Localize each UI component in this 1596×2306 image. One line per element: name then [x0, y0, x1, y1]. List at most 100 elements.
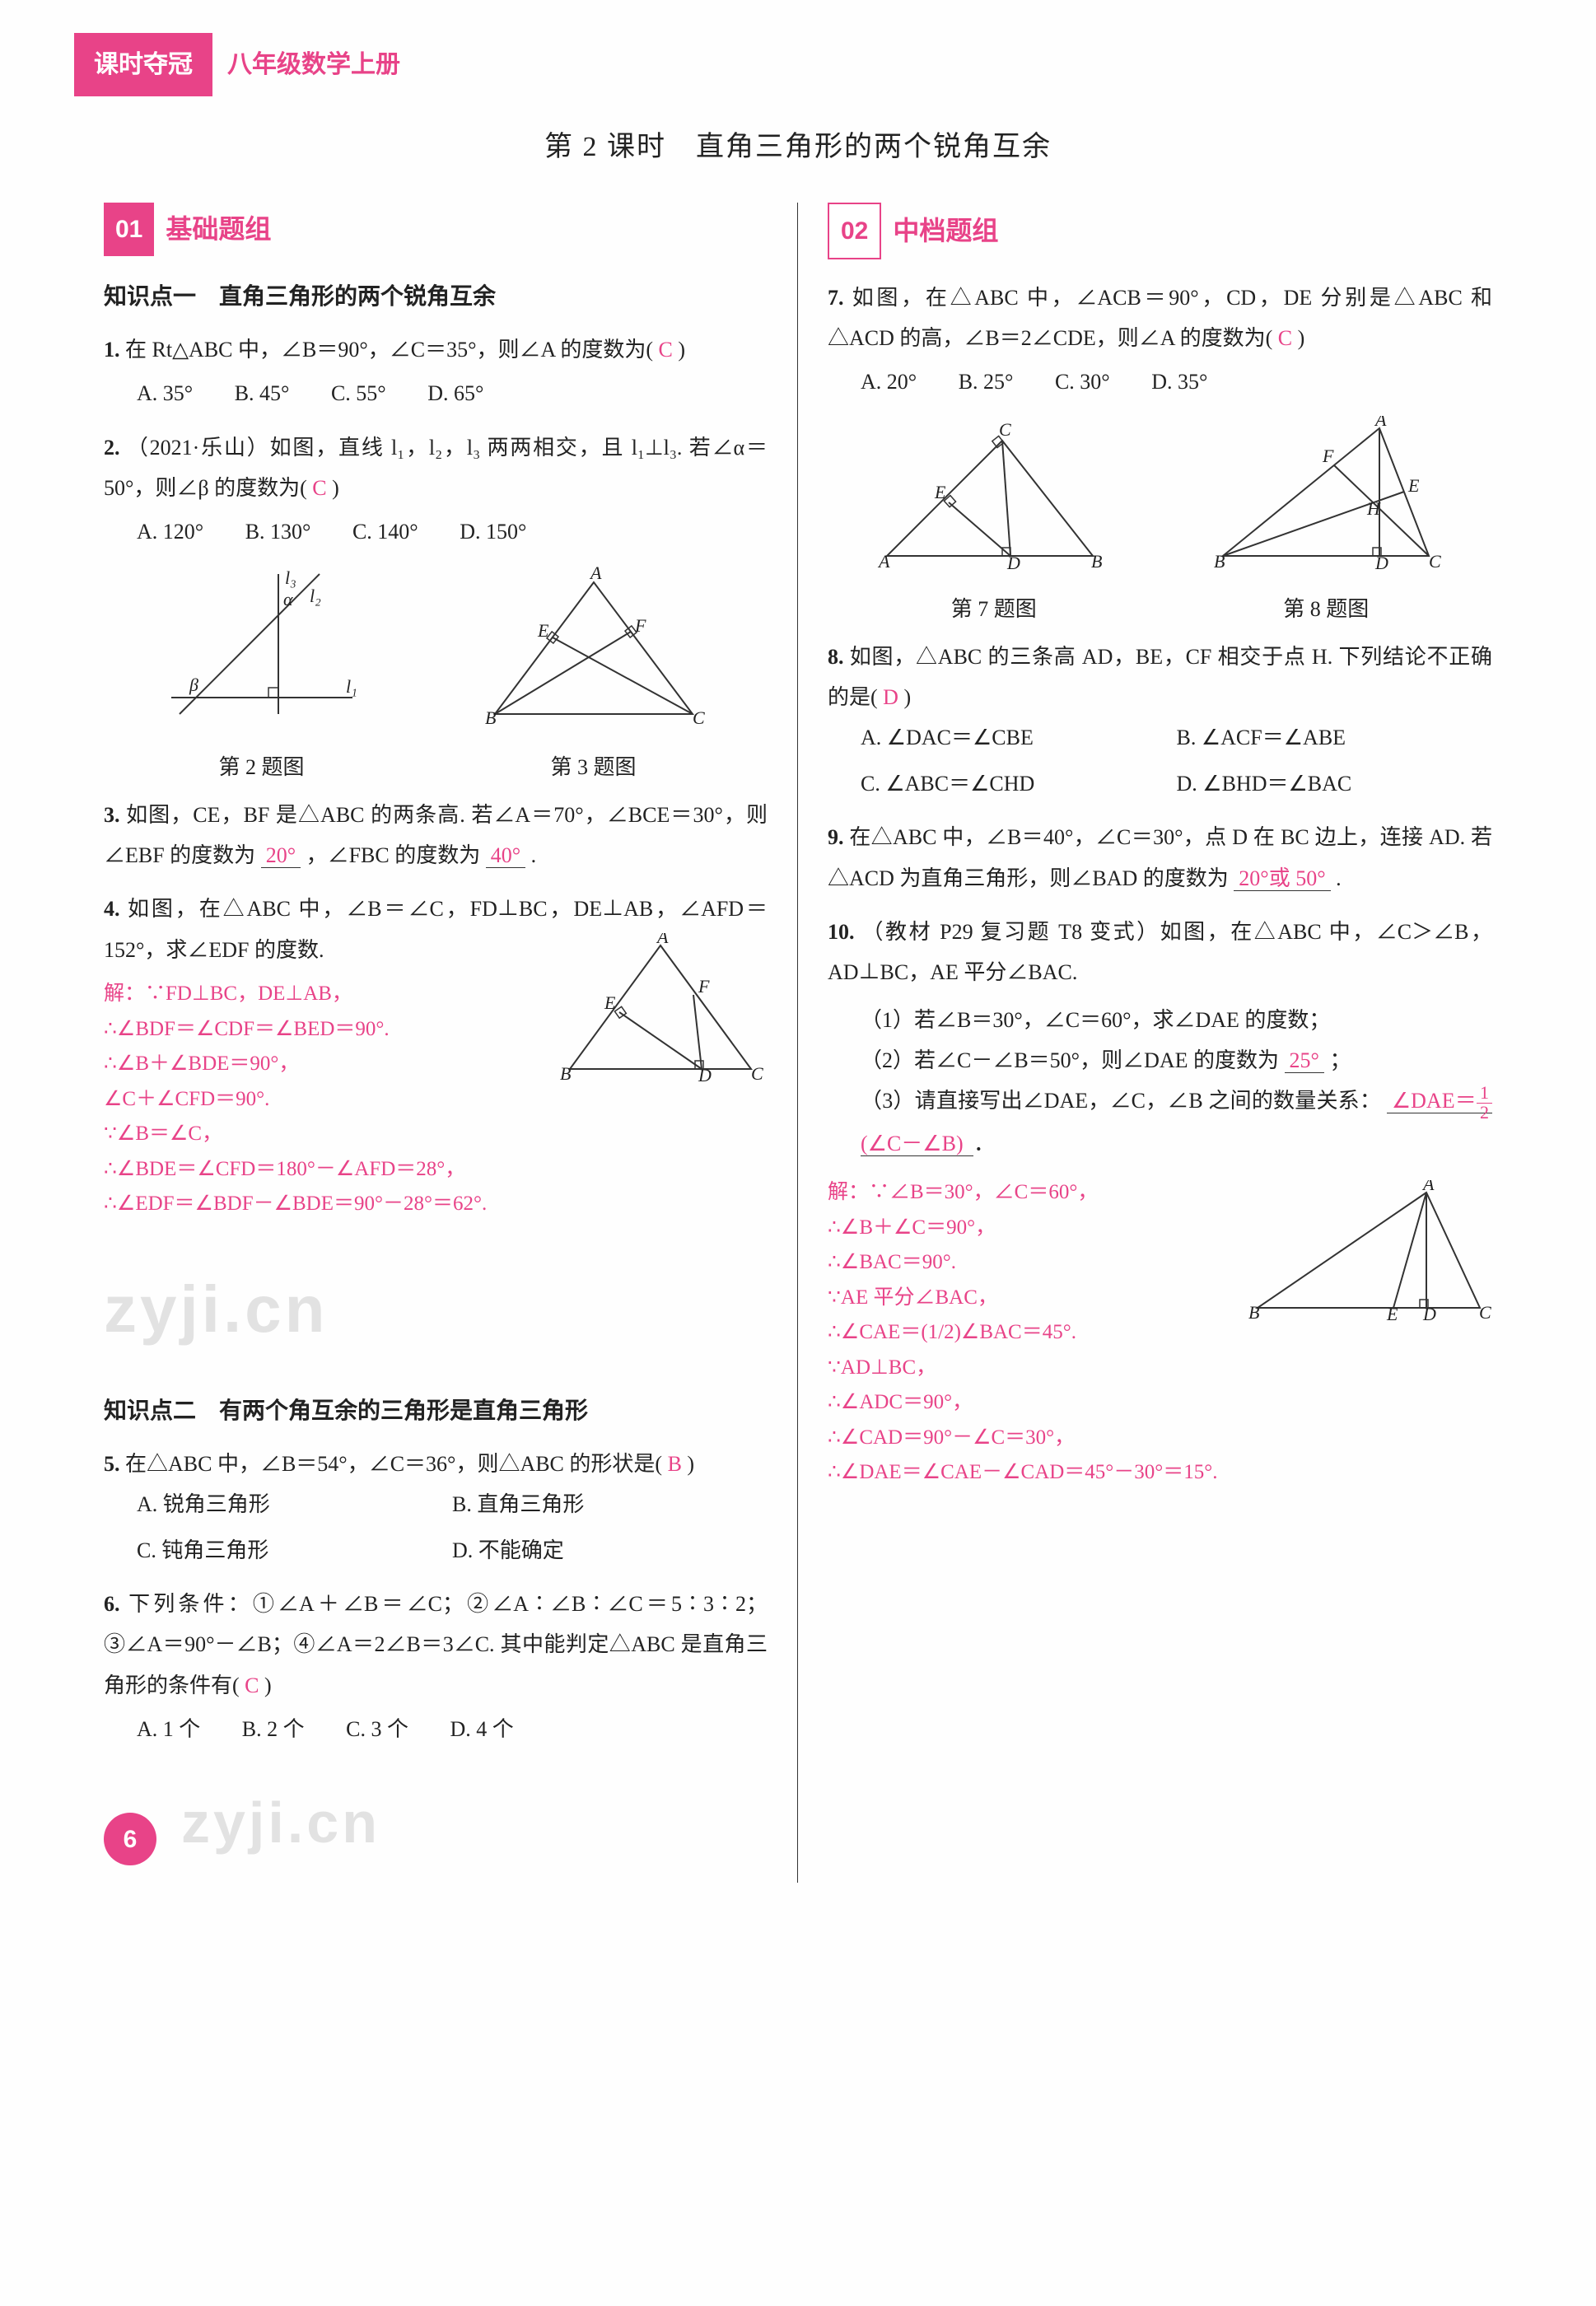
q1-opt-b: B. 45° — [235, 373, 290, 413]
q1-text: 在 Rt△ABC 中，∠B＝90°，∠C＝35°，则∠A 的度数为( — [125, 338, 659, 362]
q6-num: 6. — [104, 1592, 120, 1616]
knowledge-point-1: 知识点一 直角三角形的两个锐角互余 — [104, 274, 768, 318]
q6-opt-d: D. 4 个 — [450, 1709, 513, 1749]
svg-text:E: E — [604, 992, 616, 1013]
svg-text:B: B — [1091, 551, 1102, 572]
svg-text:C: C — [693, 707, 705, 728]
svg-text:F: F — [634, 615, 646, 636]
figure-3-label: 第 3 题图 — [470, 747, 717, 787]
q4-sol-4: ∵∠B＝∠C， — [104, 1117, 768, 1152]
figure-7-label: 第 7 题图 — [870, 589, 1118, 629]
svg-text:A: A — [877, 551, 890, 572]
q2-opt-a: A. 120° — [137, 511, 203, 552]
q9-t2: . — [1336, 866, 1342, 890]
q1-options: A. 35° B. 45° C. 55° D. 65° — [137, 373, 768, 413]
question-2: 2. （2021·乐山）如图，直线 l₁，l₂，l₃ 两两相交，且 l₁⊥l₃.… — [104, 427, 768, 553]
figure-3-svg: A B C E F — [470, 566, 717, 731]
q10-frac-b: 2 — [1477, 1102, 1492, 1123]
section-1-head: 01 基础题组 — [104, 203, 768, 256]
svg-text:A: A — [656, 933, 669, 947]
q6-opt-b: B. 2 个 — [242, 1709, 305, 1749]
figure-row-7-8: A B C D E 第 7 题图 A B C D — [828, 416, 1492, 630]
question-4: 4. 如图，在△ABC 中，∠B＝∠C，FD⊥BC，DE⊥AB，∠AFD＝152… — [104, 889, 768, 1233]
watermark-2: zyji.cn — [181, 1768, 380, 1878]
q2-opt-d: D. 150° — [460, 511, 526, 552]
figure-8-svg: A B C D E F H — [1202, 416, 1449, 572]
q7-opt-a: A. 20° — [861, 362, 917, 402]
lesson-title: 第 2 课时 直角三角形的两个锐角互余 — [74, 121, 1522, 175]
q1-close: ) — [678, 338, 685, 362]
q10-sol-5: ∵AD⊥BC， — [828, 1351, 1492, 1386]
q7-opt-c: C. 30° — [1055, 362, 1110, 402]
q7-close: ) — [1298, 326, 1305, 350]
q3-t3: . — [531, 843, 537, 867]
section-1-title: 基础题组 — [166, 204, 271, 254]
q2-answer: C — [312, 476, 326, 500]
svg-text:B: B — [1214, 551, 1225, 572]
page-number: 6 — [104, 1813, 156, 1865]
svg-text:B: B — [485, 707, 496, 728]
q10-p3b: ． — [973, 1132, 995, 1155]
q6-options: A. 1 个 B. 2 个 C. 3 个 D. 4 个 — [137, 1709, 768, 1749]
q1-answer: C — [659, 338, 673, 362]
q10-p3: （3）请直接写出∠DAE，∠C，∠B 之间的数量关系： ∠DAE＝12(∠C－∠… — [861, 1081, 1492, 1164]
figure-2-label: 第 2 题图 — [155, 747, 369, 787]
q8-opt-c: C. ∠ABC＝∠CHD — [861, 763, 1177, 804]
q10-p3-post: (∠C－∠B) — [861, 1132, 964, 1155]
left-column: 01 基础题组 知识点一 直角三角形的两个锐角互余 1. 在 Rt△ABC 中，… — [74, 203, 798, 1883]
header-subtitle: 八年级数学上册 — [227, 41, 400, 88]
svg-text:β: β — [189, 675, 198, 695]
svg-text:B: B — [1248, 1302, 1259, 1320]
figure-10-svg: A B C D E — [1245, 1180, 1492, 1320]
question-8: 8. 如图，△ABC 的三条高 AD，BE，CF 相交于点 H. 下列结论不正确… — [828, 637, 1492, 805]
q5-options: A. 锐角三角形 B. 直角三角形 C. 钝角三角形 D. 不能确定 — [137, 1484, 768, 1571]
svg-text:E: E — [1407, 475, 1420, 496]
header-badge: 课时夺冠 — [74, 33, 212, 96]
figure-4: A B C D E F — [553, 933, 768, 1095]
figure-7-svg: A B C D E — [870, 416, 1118, 572]
q9-ans: 20°或 50° — [1234, 866, 1330, 891]
svg-text:C: C — [1429, 551, 1441, 572]
q6-close: ) — [264, 1673, 272, 1697]
question-1: 1. 在 Rt△ABC 中，∠B＝90°，∠C＝35°，则∠A 的度数为( C … — [104, 329, 768, 414]
q6-answer: C — [245, 1673, 259, 1697]
question-10: 10. （教材 P29 复习题 T8 变式）如图，在△ABC 中，∠C＞∠B，A… — [828, 912, 1492, 1502]
q3-num: 3. — [104, 803, 120, 827]
question-6: 6. 下列条件：①∠A＋∠B＝∠C；②∠A∶∠B∶∠C＝5∶3∶2；③∠A＝90… — [104, 1584, 768, 1750]
q10-sol-8: ∴∠DAE＝∠CAE－∠CAD＝45°－30°＝15°. — [828, 1455, 1492, 1491]
page-header: 课时夺冠 八年级数学上册 — [74, 33, 1522, 96]
q10-num: 10. — [828, 920, 855, 944]
section-2-title: 中档题组 — [893, 206, 998, 256]
q7-answer: C — [1278, 326, 1292, 350]
q8-opt-d: D. ∠BHD＝∠BAC — [1177, 763, 1493, 804]
svg-text:A: A — [589, 566, 602, 583]
figure-8: A B C D E F H 第 8 题图 — [1202, 416, 1449, 630]
q6-opt-c: C. 3 个 — [346, 1709, 408, 1749]
q4-sol-5: ∴∠BDE＝∠CFD＝180°－∠AFD＝28°， — [104, 1152, 768, 1188]
figure-7: A B C D E 第 7 题图 — [870, 416, 1118, 630]
question-7: 7. 如图，在△ABC 中，∠ACB＝90°，CD，DE 分别是△ABC 和△A… — [828, 278, 1492, 403]
q2-options: A. 120° B. 130° C. 140° D. 150° — [137, 511, 768, 552]
q8-opt-a: A. ∠DAC＝∠CBE — [861, 717, 1177, 758]
section-1-num: 01 — [104, 203, 154, 256]
q10-p2b: ； — [1329, 1048, 1351, 1072]
figure-3: A B C E F 第 3 题图 — [470, 566, 717, 788]
q4-num: 4. — [104, 897, 120, 921]
svg-text:α: α — [283, 589, 293, 609]
q5-opt-a: A. 锐角三角形 — [137, 1484, 452, 1524]
svg-text:D: D — [1374, 553, 1388, 572]
section-2-head: 02 中档题组 — [828, 203, 1492, 259]
svg-text:E: E — [537, 620, 549, 641]
q2-opt-b: B. 130° — [245, 511, 311, 552]
q10-sol-6: ∴∠ADC＝90°， — [828, 1385, 1492, 1421]
q6-opt-a: A. 1 个 — [137, 1709, 200, 1749]
q7-opt-b: B. 25° — [959, 362, 1014, 402]
q3-ans1: 20° — [261, 843, 301, 868]
q10-frac-t: 1 — [1477, 1082, 1492, 1104]
knowledge-point-2: 知识点二 有两个角互余的三角形是直角三角形 — [104, 1389, 768, 1432]
q2-text: （2021·乐山）如图，直线 l₁，l₂，l₃ 两两相交，且 l₁⊥l₃. 若∠… — [104, 436, 768, 500]
svg-text:A: A — [1374, 416, 1387, 430]
q5-answer: B — [668, 1452, 682, 1476]
q8-options: A. ∠DAC＝∠CBE B. ∠ACF＝∠ABE C. ∠ABC＝∠CHD D… — [861, 717, 1492, 804]
question-5: 5. 在△ABC 中，∠B＝54°，∠C＝36°，则△ABC 的形状是( B )… — [104, 1444, 768, 1571]
